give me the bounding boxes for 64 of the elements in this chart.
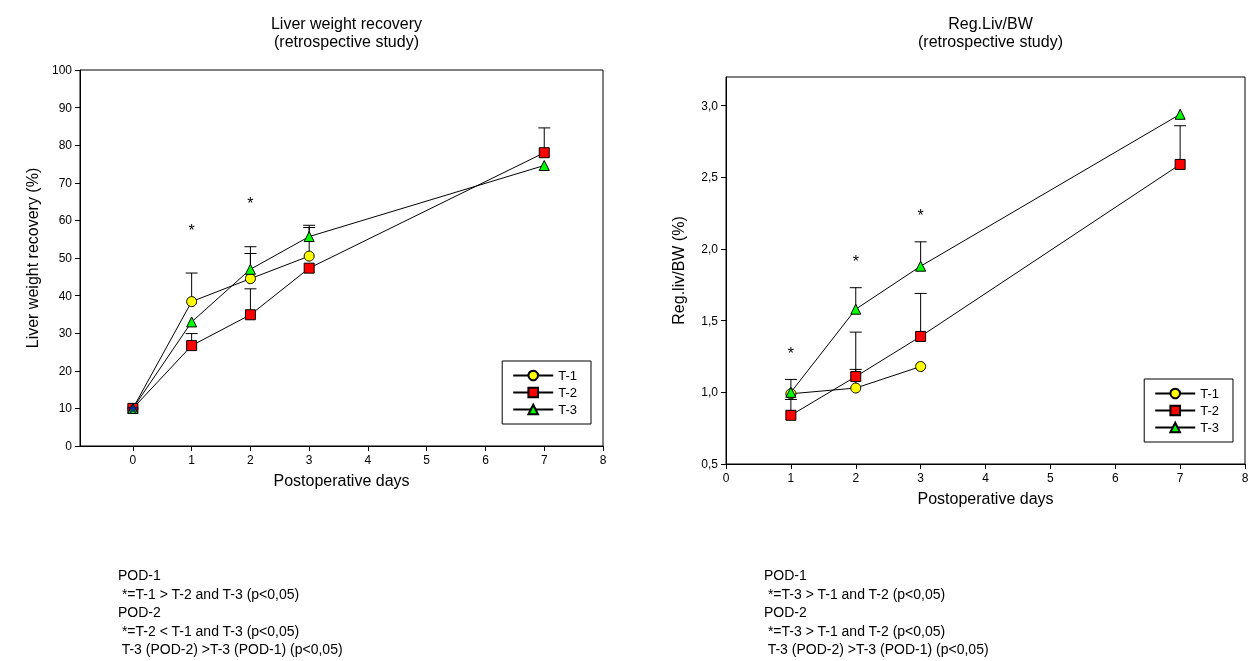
- chart-title: Reg.Liv/BW: [948, 14, 1034, 32]
- y-tick-label: 2,5: [701, 170, 719, 185]
- y-tick-label: 0,5: [701, 457, 719, 471]
- x-tick-label: 1: [787, 471, 795, 485]
- text: POD-1: [118, 567, 161, 583]
- annotation: *: [852, 253, 859, 271]
- legend-label: T-2: [1200, 403, 1220, 418]
- text: POD-2: [118, 604, 161, 620]
- text: *=T-2 < T-1 and T-3 (p<0,05): [118, 622, 300, 639]
- text: *=T-3 > T-1 and T-2 (p<0,05): [764, 622, 946, 639]
- x-tick-label: 7: [1176, 471, 1184, 485]
- y-tick-label: 90: [58, 100, 73, 115]
- y-tick-label: 40: [58, 288, 73, 303]
- x-tick-label: 7: [540, 453, 548, 467]
- x-tick-label: 4: [364, 453, 372, 467]
- y-tick-label: 1,5: [701, 313, 719, 328]
- text: *=T-1 > T-2 and T-3 (p<0,05): [118, 585, 300, 602]
- text: T-3 (POD-2) >T-3 (POD-1) (p<0,05): [118, 641, 343, 657]
- y-tick-label: 70: [58, 175, 73, 190]
- y-tick-label: 3,0: [701, 98, 719, 113]
- x-tick-label: 4: [982, 471, 990, 485]
- y-tick-label: 10: [58, 401, 73, 416]
- x-tick-label: 3: [305, 453, 313, 467]
- legend-label: T-1: [558, 368, 578, 383]
- y-tick-label: 80: [58, 138, 73, 153]
- y-tick-label: 0: [65, 439, 73, 453]
- y-axis-title: Reg.liv/BW (%): [669, 216, 687, 325]
- y-tick-label: 50: [58, 251, 73, 265]
- text: POD-1: [764, 567, 807, 583]
- x-tick-label: 0: [722, 471, 730, 485]
- x-tick-label: 5: [423, 453, 431, 467]
- x-tick-label: 0: [129, 453, 137, 467]
- x-tick-label: 8: [1241, 471, 1249, 485]
- legend-label: T-3: [1200, 420, 1220, 435]
- annotation: *: [247, 195, 254, 213]
- annotation: *: [787, 344, 794, 362]
- x-tick-label: 8: [599, 453, 607, 467]
- legend-label: T-2: [558, 385, 578, 400]
- x-axis-title: Postoperative days: [917, 489, 1054, 507]
- y-tick-label: 20: [58, 363, 73, 378]
- x-tick-label: 5: [1047, 471, 1055, 485]
- x-tick-label: 3: [917, 471, 925, 485]
- y-tick-label: 60: [58, 213, 73, 228]
- x-tick-label: 1: [188, 453, 196, 467]
- x-tick-label: 6: [1111, 471, 1119, 485]
- y-axis-title: Liver weight recovery (%): [23, 167, 41, 349]
- y-tick-label: 1,0: [701, 385, 719, 400]
- x-tick-label: 6: [482, 453, 490, 467]
- legend-label: T-1: [1200, 386, 1220, 401]
- x-tick-label: 2: [247, 453, 255, 467]
- text: POD-2: [764, 604, 807, 620]
- x-tick-label: 2: [852, 471, 860, 485]
- chart-title: Liver weight recovery: [270, 14, 423, 32]
- chart-subtitle: (retrospective study): [918, 32, 1063, 50]
- text: *=T-3 > T-1 and T-2 (p<0,05): [764, 585, 946, 602]
- y-tick-label: 30: [58, 326, 73, 341]
- chart-subtitle: (retrospective study): [274, 32, 419, 50]
- x-axis-title: Postoperative days: [273, 471, 410, 489]
- legend-label: T-3: [558, 402, 578, 417]
- y-tick-label: 2,0: [701, 242, 719, 256]
- annotation: *: [188, 221, 195, 239]
- text: T-3 (POD-2) >T-3 (POD-1) (p<0,05): [764, 641, 989, 657]
- y-tick-label: 100: [51, 63, 73, 77]
- annotation: *: [917, 207, 924, 225]
